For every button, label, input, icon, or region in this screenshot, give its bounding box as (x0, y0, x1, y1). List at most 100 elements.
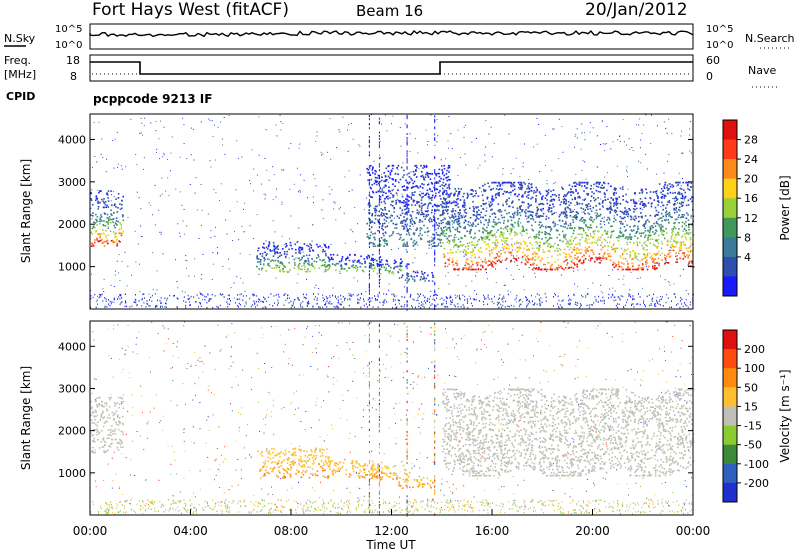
noise-point (244, 291, 246, 293)
power-data-point (441, 187, 444, 190)
power-data-point (481, 260, 484, 263)
noise-point (633, 216, 635, 218)
power-data-point (682, 230, 684, 232)
power-data-point (600, 257, 602, 259)
power-data-point (379, 223, 381, 225)
power-data-point (464, 215, 467, 217)
noise-point (290, 143, 292, 145)
power-data-point (654, 191, 657, 193)
noise-point (589, 131, 591, 133)
noise-point (427, 235, 429, 237)
power-data-point (693, 266, 695, 268)
power-data-point (418, 221, 421, 223)
power-data-point (590, 219, 592, 221)
noise-point (602, 143, 604, 145)
power-data-point (616, 207, 619, 209)
power-data-point (564, 234, 567, 236)
power-data-point (411, 210, 414, 213)
power-data-point (589, 242, 591, 245)
power-data-point (646, 252, 649, 254)
power-data-point (584, 213, 586, 215)
power-data-point (683, 228, 686, 230)
power-data-point (644, 222, 647, 225)
power-data-point (399, 236, 402, 239)
noise-point (445, 275, 447, 277)
power-data-point (611, 230, 614, 233)
ground-scatter-point (136, 304, 138, 307)
ground-scatter-point (483, 296, 485, 298)
power-data-point (651, 202, 653, 204)
ground-scatter-point (560, 306, 562, 308)
noise-point (683, 199, 685, 201)
noise-point (451, 239, 453, 241)
ground-scatter-point (360, 306, 362, 309)
noise-point (331, 189, 333, 191)
power-data-point (498, 181, 501, 184)
power-data-point (488, 232, 491, 234)
power-data-point (472, 195, 474, 198)
power-data-point (401, 201, 404, 204)
noise-point (607, 172, 609, 173)
power-data-point (99, 235, 102, 237)
noise-point (515, 301, 517, 303)
power-data-point (571, 198, 574, 201)
power-data-point (540, 215, 542, 217)
power-data-point (443, 185, 446, 187)
power-data-point (466, 268, 469, 271)
noise-point (183, 233, 185, 235)
power-data-point (541, 231, 543, 234)
ground-scatter-point (632, 303, 634, 305)
power-data-point (542, 195, 544, 198)
power-data-point (524, 183, 526, 185)
ground-scatter-point (277, 299, 279, 302)
power-data-point (569, 239, 571, 241)
ground-scatter-point (527, 298, 528, 301)
power-data-point (441, 169, 443, 171)
power-data-point (672, 203, 675, 206)
noise-point (126, 285, 128, 287)
power-data-point (265, 246, 268, 249)
power-data-point (617, 240, 620, 242)
noise-point (467, 243, 469, 244)
ground-scatter-point (656, 299, 657, 302)
power-data-point (445, 190, 448, 192)
power-data-point (326, 264, 329, 267)
ground-scatter-point (462, 304, 464, 306)
noise-point (573, 240, 574, 242)
power-data-point (325, 254, 327, 257)
power-data-point (426, 231, 429, 233)
power-data-point (441, 230, 444, 233)
power-data-point (664, 195, 667, 197)
power-data-point (673, 239, 675, 242)
power-data-point (458, 222, 461, 225)
noise-point (321, 246, 323, 248)
power-data-point (390, 169, 393, 172)
noise-point (664, 279, 666, 281)
power-data-point (655, 213, 658, 216)
power-data-point (609, 212, 611, 214)
power-data-point (606, 207, 608, 210)
noise-point (553, 128, 555, 130)
power-data-point (623, 216, 626, 219)
power-data-point (471, 268, 473, 271)
power-data-point (680, 243, 682, 246)
ground-scatter-point (567, 303, 569, 305)
power-data-point (494, 244, 497, 246)
power-data-point (634, 235, 636, 237)
power-data-point (482, 227, 484, 230)
noise-point (440, 159, 442, 161)
power-data-point (520, 205, 522, 207)
power-data-point (443, 247, 446, 250)
ground-scatter-point (394, 295, 396, 298)
ground-scatter-point (526, 306, 527, 308)
power-data-point (645, 205, 647, 207)
noise-point (548, 250, 550, 252)
power-data-point (472, 250, 474, 253)
power-data-point (482, 216, 484, 219)
power-data-point (622, 235, 624, 238)
power-data-point (266, 248, 269, 250)
noise-point (663, 121, 665, 123)
power-data-point (675, 197, 677, 200)
power-data-point (685, 217, 688, 219)
power-data-point (671, 233, 674, 236)
